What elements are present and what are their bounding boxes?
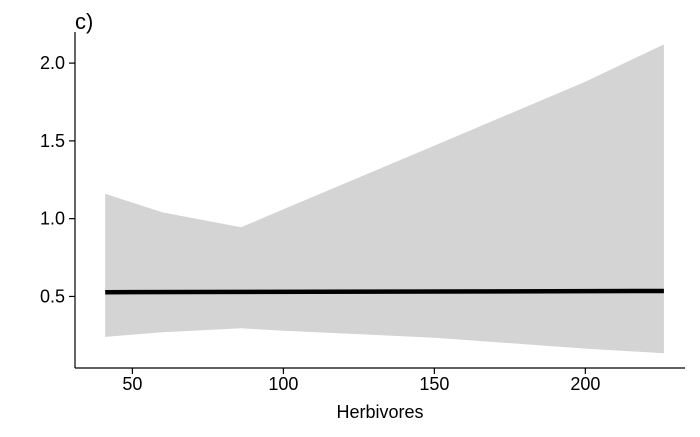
y-tick-label: 1.0 (40, 209, 65, 229)
plot-area: 50 100 150 200 0.5 1.0 1.5 2.0 (40, 32, 685, 394)
x-tick-label: 100 (268, 374, 298, 394)
x-axis-title: Herbivores (336, 402, 423, 422)
x-tick-label: 200 (570, 374, 600, 394)
y-tick-label: 2.0 (40, 53, 65, 73)
panel-label: c) (75, 9, 93, 34)
y-tick-label: 1.5 (40, 131, 65, 151)
y-tick-label: 0.5 (40, 286, 65, 306)
series-line-0 (105, 288, 664, 295)
x-tick-label: 150 (419, 374, 449, 394)
x-tick-label: 50 (122, 374, 142, 394)
confidence-band (105, 44, 664, 354)
